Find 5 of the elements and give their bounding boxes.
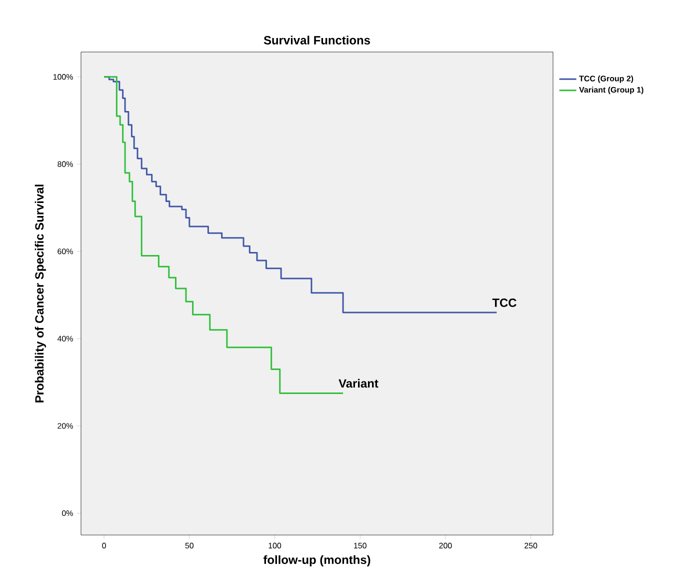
chart-title: Survival Functions (264, 36, 370, 44)
y-axis-title: Probability of Cancer Specific Survival (34, 184, 46, 402)
annotation: Variant (338, 378, 378, 388)
annotation: TCC (492, 298, 516, 307)
x-axis-title: follow-up (months) (263, 555, 370, 566)
